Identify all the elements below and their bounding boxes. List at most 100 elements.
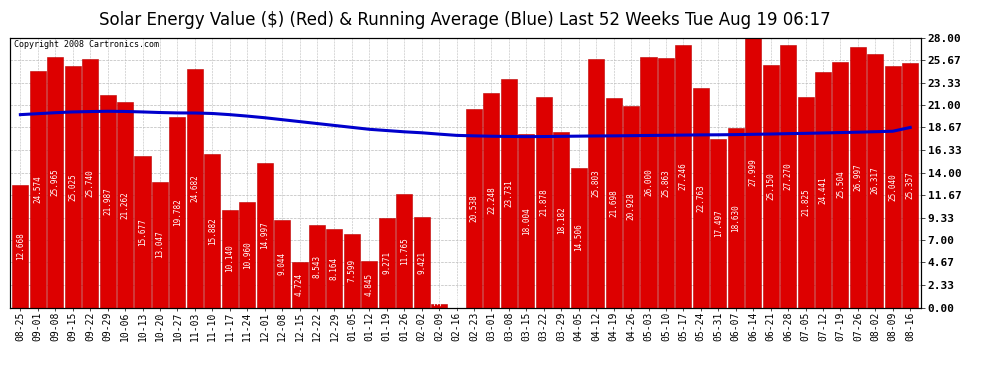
Bar: [780, 45, 796, 308]
Text: 8.164: 8.164: [330, 256, 339, 280]
Text: 9.271: 9.271: [382, 251, 391, 274]
Text: 18.004: 18.004: [522, 207, 531, 235]
Text: 25.965: 25.965: [50, 168, 59, 196]
Bar: [815, 72, 831, 308]
Text: 9.044: 9.044: [277, 252, 286, 276]
Text: 0.000: 0.000: [452, 291, 461, 314]
Text: 4.724: 4.724: [295, 273, 304, 296]
Text: 25.504: 25.504: [836, 171, 844, 198]
Bar: [623, 106, 640, 308]
Bar: [379, 218, 395, 308]
Text: 4.845: 4.845: [365, 273, 374, 296]
Bar: [240, 202, 255, 308]
Text: 21.878: 21.878: [540, 188, 548, 216]
Text: 22.248: 22.248: [487, 186, 496, 214]
Bar: [833, 62, 848, 308]
Text: 12.668: 12.668: [16, 232, 25, 260]
Text: 8.543: 8.543: [313, 255, 322, 278]
Text: 25.803: 25.803: [592, 169, 601, 197]
Bar: [745, 38, 761, 308]
Text: 18.630: 18.630: [732, 204, 741, 231]
Bar: [117, 102, 133, 308]
Text: 27.246: 27.246: [679, 162, 688, 190]
Text: 24.441: 24.441: [819, 176, 828, 204]
Text: 21.262: 21.262: [121, 191, 130, 219]
Text: 14.506: 14.506: [574, 224, 583, 251]
Bar: [151, 182, 168, 308]
Bar: [902, 63, 919, 308]
Bar: [222, 210, 238, 308]
Text: 25.740: 25.740: [86, 170, 95, 197]
Bar: [30, 70, 46, 308]
Bar: [606, 98, 622, 308]
Text: 10.960: 10.960: [243, 241, 251, 268]
Text: 15.882: 15.882: [208, 217, 217, 245]
Bar: [641, 57, 656, 308]
Bar: [570, 168, 587, 308]
Text: 18.182: 18.182: [556, 206, 565, 234]
Text: Copyright 2008 Cartronics.com: Copyright 2008 Cartronics.com: [15, 40, 159, 49]
Bar: [82, 59, 98, 308]
Text: 21.987: 21.987: [103, 188, 112, 215]
Bar: [361, 261, 377, 308]
Bar: [728, 128, 743, 308]
Text: Solar Energy Value ($) (Red) & Running Average (Blue) Last 52 Weeks Tue Aug 19 0: Solar Energy Value ($) (Red) & Running A…: [99, 11, 832, 29]
Bar: [519, 134, 535, 308]
Bar: [466, 110, 482, 308]
Text: 23.731: 23.731: [505, 179, 514, 207]
Bar: [135, 156, 150, 308]
Text: 13.047: 13.047: [155, 231, 164, 258]
Text: 19.782: 19.782: [173, 198, 182, 226]
Text: 25.040: 25.040: [888, 173, 897, 201]
Text: 26.317: 26.317: [871, 167, 880, 195]
Text: 9.421: 9.421: [417, 251, 426, 274]
Bar: [256, 163, 272, 308]
Text: 10.140: 10.140: [226, 245, 235, 273]
Text: 17.497: 17.497: [714, 209, 723, 237]
Bar: [553, 132, 569, 308]
Bar: [849, 47, 866, 308]
Bar: [675, 45, 691, 308]
Text: 25.357: 25.357: [906, 171, 915, 199]
Bar: [64, 66, 81, 308]
Bar: [798, 97, 814, 308]
Text: 24.682: 24.682: [190, 175, 199, 202]
Bar: [431, 304, 447, 307]
Bar: [885, 66, 901, 308]
Bar: [344, 234, 360, 308]
Bar: [48, 57, 63, 308]
Bar: [169, 117, 185, 308]
Bar: [588, 58, 604, 308]
Text: 26.997: 26.997: [853, 164, 862, 191]
Text: 15.677: 15.677: [138, 218, 147, 246]
Bar: [187, 69, 203, 308]
Text: 27.999: 27.999: [748, 159, 757, 186]
Text: 21.698: 21.698: [609, 189, 618, 217]
Bar: [710, 139, 727, 308]
Bar: [291, 262, 308, 308]
Bar: [12, 185, 29, 308]
Text: 26.000: 26.000: [644, 168, 653, 196]
Text: 27.270: 27.270: [784, 162, 793, 190]
Bar: [658, 58, 674, 308]
Bar: [536, 96, 551, 308]
Bar: [693, 88, 709, 308]
Bar: [100, 96, 116, 308]
Bar: [204, 154, 221, 308]
Text: 7.599: 7.599: [347, 259, 356, 282]
Bar: [274, 220, 290, 308]
Text: 20.538: 20.538: [469, 195, 478, 222]
Bar: [867, 54, 883, 307]
Bar: [483, 93, 500, 308]
Text: 11.765: 11.765: [400, 237, 409, 265]
Text: 14.997: 14.997: [260, 221, 269, 249]
Text: 21.825: 21.825: [801, 188, 810, 216]
Bar: [309, 225, 325, 308]
Bar: [762, 65, 779, 308]
Bar: [414, 217, 430, 308]
Bar: [396, 194, 412, 308]
Text: 0.317: 0.317: [435, 291, 444, 314]
Text: 20.928: 20.928: [627, 193, 636, 220]
Text: 22.763: 22.763: [696, 184, 705, 211]
Bar: [327, 229, 343, 308]
